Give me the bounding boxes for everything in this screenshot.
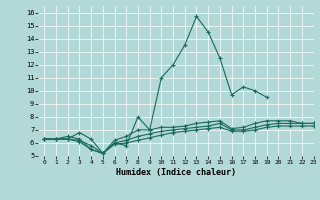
X-axis label: Humidex (Indice chaleur): Humidex (Indice chaleur) — [116, 168, 236, 177]
